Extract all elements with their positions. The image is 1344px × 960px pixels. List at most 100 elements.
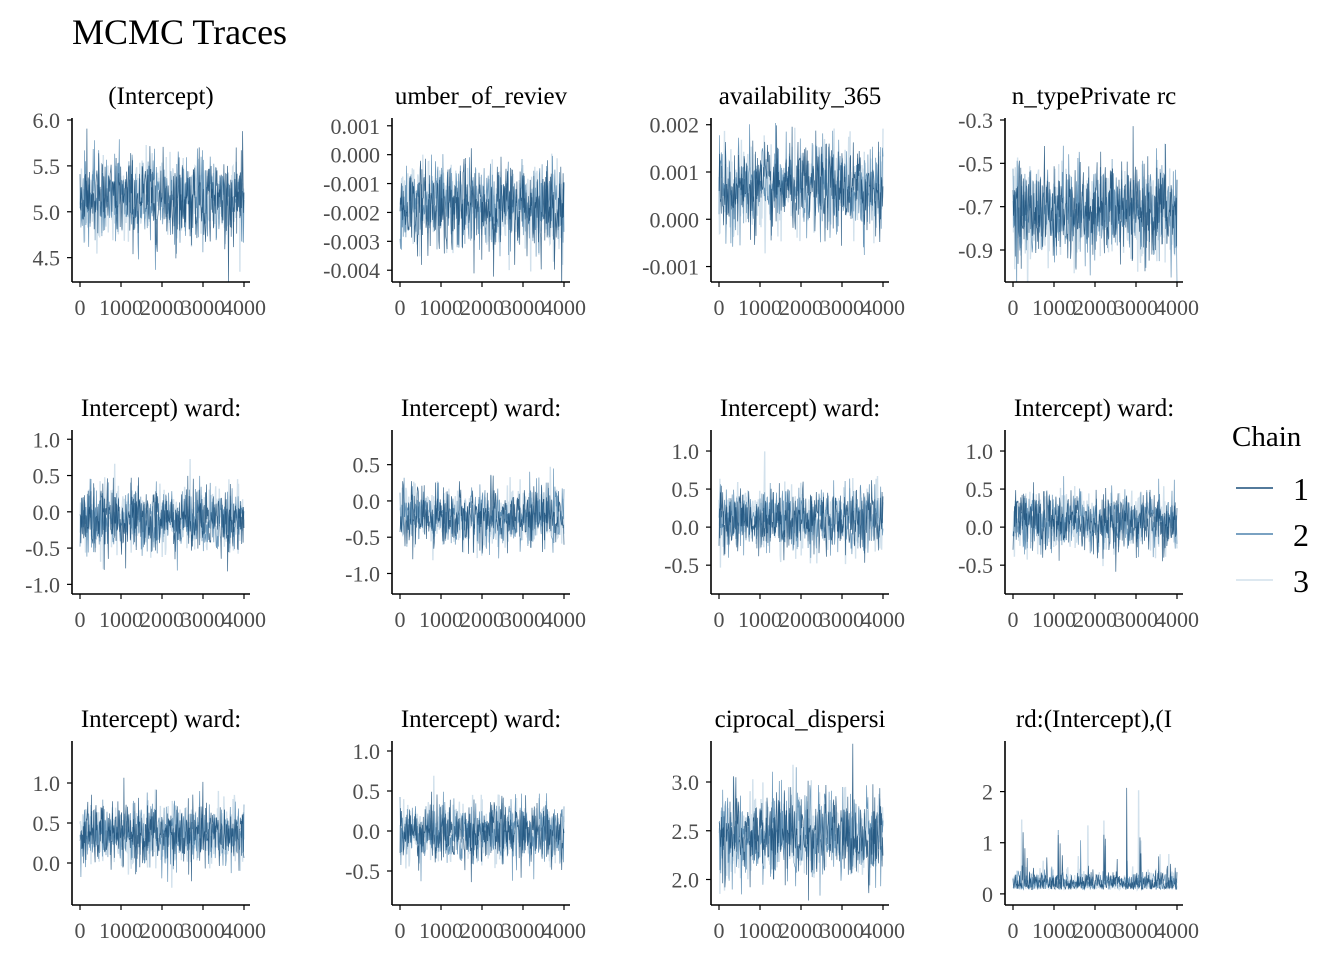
x-tick-label: 2000 <box>1073 607 1117 632</box>
y-tick-label: 0.000 <box>331 143 381 168</box>
x-tick-label: 1000 <box>1032 918 1076 943</box>
x-tick-label: 4000 <box>222 295 266 320</box>
traces <box>718 451 884 568</box>
trace-panel: Intercept) ward: -1.0 -0.5 0.0 0.5 0 100020003… <box>345 395 586 632</box>
y-tick-label: 0.5 <box>353 453 381 478</box>
legend-label-1: 1 <box>1293 471 1309 507</box>
y-tick-label: 0.002 <box>650 113 700 138</box>
panel-title: (Intercept) <box>108 83 213 110</box>
x-tick-label: 3000 <box>820 918 864 943</box>
x-tick-label: 2000 <box>1073 918 1117 943</box>
x-tick-label: 0 <box>75 607 86 632</box>
trace-chain-1 <box>1012 787 1178 891</box>
x-tick-label: 4000 <box>542 918 586 943</box>
y-tick-label: -0.001 <box>323 172 380 197</box>
x-tick-label: 2000 <box>460 295 504 320</box>
y-tick-label: -0.004 <box>323 258 380 283</box>
y-tick-label: 2 <box>982 780 993 805</box>
x-tick-label: 3000 <box>181 607 225 632</box>
x-tick-label: 2000 <box>140 607 184 632</box>
y-tick-label: 0.5 <box>966 477 994 502</box>
y-tick-label: 0.0 <box>353 489 381 514</box>
x-tick-label: 2000 <box>779 918 823 943</box>
y-tick-label: -0.3 <box>958 108 993 133</box>
trace-chain-1 <box>1012 126 1178 272</box>
panel-title: Intercept) ward: <box>401 706 561 733</box>
trace-panel: Intercept) ward: -0.5 0.0 0.5 1.0 0 1000200030… <box>664 395 905 632</box>
y-tick-label: 1.0 <box>672 439 700 464</box>
x-tick-label: 0 <box>1008 295 1019 320</box>
x-tick-label: 3000 <box>181 918 225 943</box>
y-tick-label: 0.001 <box>650 160 700 185</box>
traces <box>399 775 565 883</box>
x-tick-label: 1000 <box>738 607 782 632</box>
x-tick-label: 4000 <box>861 295 905 320</box>
y-tick-label: 0.5 <box>33 811 61 836</box>
trace-chain-1 <box>79 777 245 882</box>
trace-chain-3 <box>1012 790 1178 892</box>
trace-panel: Intercept) ward: 0.0 0.5 1.0 0 10002000300040… <box>33 706 267 943</box>
traces <box>1012 476 1178 572</box>
trace-chain-1 <box>399 148 565 282</box>
trace-chain-3 <box>79 458 245 569</box>
panel-title: Intercept) ward: <box>1014 395 1174 422</box>
legend-label-3: 3 <box>1293 563 1309 599</box>
trace-chain-2 <box>79 475 245 571</box>
y-tick-label: 0.0 <box>33 500 61 525</box>
y-tick-label: 0.001 <box>331 114 381 139</box>
x-tick-label: 1000 <box>738 295 782 320</box>
x-tick-label: 1000 <box>419 918 463 943</box>
x-tick-label: 1000 <box>99 295 143 320</box>
x-tick-label: 0 <box>1008 607 1019 632</box>
x-tick-label: 1000 <box>419 295 463 320</box>
trace-panel: Intercept) ward: -1.0 -0.5 0.0 0.5 1.0 0 100020… <box>25 395 266 632</box>
trace-panel: Intercept) ward: -0.5 0.0 0.5 1.0 0 1000200030… <box>958 395 1199 632</box>
trace-chain-1 <box>718 743 884 901</box>
traces <box>79 458 245 572</box>
y-tick-label: -0.002 <box>323 200 380 225</box>
y-tick-label: 1.0 <box>353 739 381 764</box>
x-tick-label: 0 <box>714 295 725 320</box>
trace-panel: Intercept) ward: -0.5 0.0 0.5 1.0 0 1000200030… <box>345 706 586 943</box>
panel-title: umber_of_reviev <box>395 83 568 110</box>
x-tick-label: 3000 <box>501 918 545 943</box>
x-tick-label: 3000 <box>820 295 864 320</box>
y-tick-label: 0.5 <box>33 464 61 489</box>
y-tick-label: 0 <box>982 882 993 907</box>
y-tick-label: -0.001 <box>642 255 699 280</box>
x-tick-label: 4000 <box>861 607 905 632</box>
x-tick-label: 4000 <box>542 607 586 632</box>
x-tick-label: 0 <box>714 607 725 632</box>
x-tick-label: 3000 <box>501 607 545 632</box>
y-tick-label: 1.0 <box>33 427 61 452</box>
trace-chain-1 <box>79 128 245 282</box>
x-tick-label: 3000 <box>820 607 864 632</box>
x-tick-label: 2000 <box>1073 295 1117 320</box>
trace-chain-1 <box>399 474 565 560</box>
y-tick-label: 0.0 <box>353 819 381 844</box>
x-tick-label: 1000 <box>738 918 782 943</box>
x-tick-label: 4000 <box>1155 607 1199 632</box>
trace-chain-1 <box>718 480 884 563</box>
y-tick-label: 0.0 <box>33 851 61 876</box>
y-tick-label: -0.5 <box>345 859 380 884</box>
panel-title: Intercept) ward: <box>81 706 241 733</box>
traces <box>1012 787 1178 892</box>
x-tick-label: 4000 <box>542 295 586 320</box>
x-tick-label: 0 <box>1008 918 1019 943</box>
x-tick-label: 2000 <box>460 918 504 943</box>
y-tick-label: 1.0 <box>33 771 61 796</box>
x-tick-label: 4000 <box>1155 918 1199 943</box>
trace-panel: n_typePrivate rc -0.9 -0.7 -0.5 -0.3 0 1000200… <box>958 83 1199 320</box>
trace-chain-1 <box>79 475 245 572</box>
legend-label-2: 2 <box>1293 517 1309 553</box>
x-tick-label: 4000 <box>222 918 266 943</box>
x-tick-label: 0 <box>395 295 406 320</box>
x-tick-label: 0 <box>714 918 725 943</box>
traces <box>79 777 245 888</box>
traces <box>718 122 884 256</box>
y-tick-label: -0.9 <box>958 238 993 263</box>
x-tick-label: 2000 <box>140 295 184 320</box>
